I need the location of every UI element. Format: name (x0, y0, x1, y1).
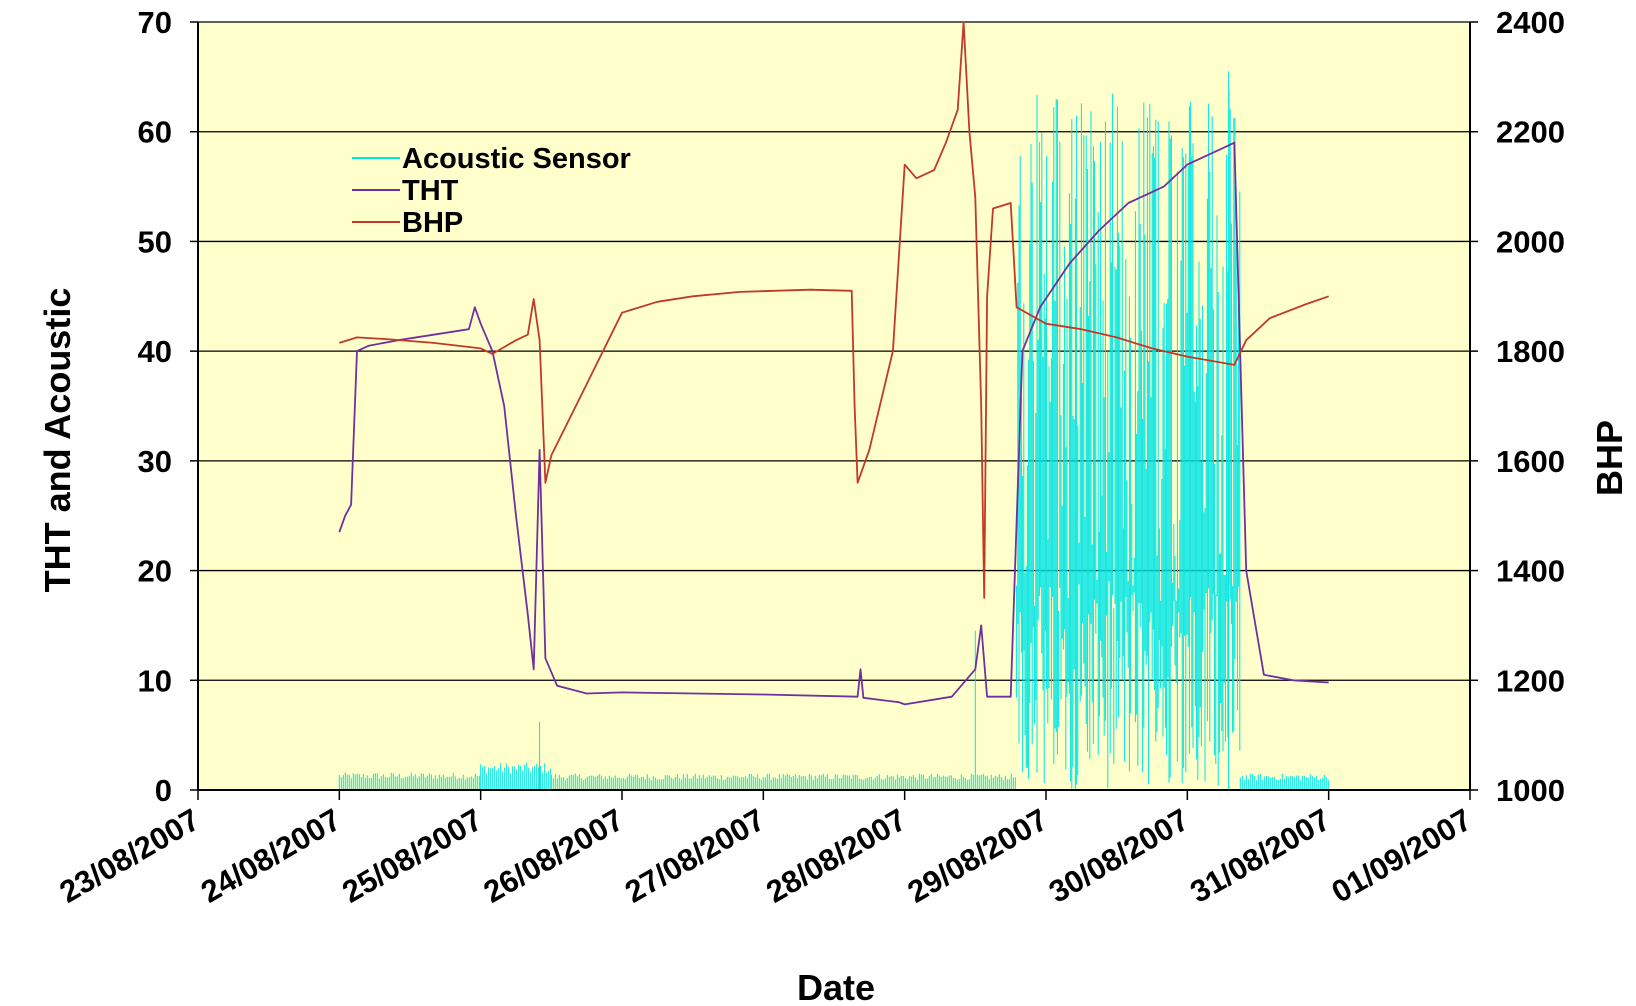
x-tick-label: 01/09/2007 (1326, 802, 1478, 910)
x-axis-ticks: 23/08/200724/08/200725/08/200726/08/2007… (54, 790, 1478, 910)
acoustic-sensor-line (338, 71, 1329, 790)
tht-line (338, 141, 1329, 706)
right-axis-ticks: 1000 1200 1400 1600 1800 2000 2200 2400 (1470, 5, 1565, 808)
left-tick-label: 20 (138, 554, 172, 589)
left-tick-label: 0 (155, 773, 172, 808)
right-tick-label: 1400 (1496, 554, 1565, 589)
left-axis-ticks: 0 10 20 30 40 50 60 70 (138, 5, 198, 808)
legend: Acoustic Sensor THT BHP (352, 143, 631, 239)
bhp-line (339, 21, 1329, 599)
x-tick-label: 30/08/2007 (1043, 802, 1195, 910)
acoustic-sensor-series (338, 71, 1329, 790)
x-tick-label: 27/08/2007 (619, 802, 771, 910)
left-tick-label: 40 (138, 334, 172, 369)
left-axis-title: THT and Acoustic (37, 288, 78, 593)
x-tick-label: 28/08/2007 (760, 802, 912, 910)
right-tick-label: 1800 (1496, 334, 1565, 369)
x-tick-label: 23/08/2007 (54, 802, 206, 910)
right-tick-label: 1000 (1496, 773, 1565, 808)
left-tick-label: 50 (138, 224, 172, 259)
left-tick-label: 60 (138, 115, 172, 150)
left-tick-label: 10 (138, 663, 172, 698)
right-tick-label: 1200 (1496, 663, 1565, 698)
right-tick-label: 2200 (1496, 115, 1565, 150)
axes (197, 22, 1471, 791)
right-axis-title: BHP (1589, 420, 1630, 496)
left-tick-label: 70 (138, 5, 172, 40)
x-tick-label: 26/08/2007 (478, 802, 630, 910)
right-tick-label: 2000 (1496, 224, 1565, 259)
right-tick-label: 2400 (1496, 5, 1565, 40)
legend-label-bhp: BHP (402, 207, 463, 239)
left-tick-label: 30 (138, 444, 172, 479)
legend-label-tht: THT (402, 175, 459, 207)
x-tick-label: 29/08/2007 (902, 802, 1054, 910)
x-tick-label: 24/08/2007 (195, 802, 347, 910)
x-tick-label: 31/08/2007 (1184, 802, 1336, 910)
x-axis-title: Date (797, 967, 875, 1006)
legend-label-acoustic: Acoustic Sensor (402, 143, 631, 175)
line-series-group (338, 21, 1329, 706)
gridlines (198, 21, 1470, 681)
plot-area (198, 22, 1470, 790)
right-tick-label: 1600 (1496, 444, 1565, 479)
x-tick-label: 25/08/2007 (336, 802, 488, 910)
